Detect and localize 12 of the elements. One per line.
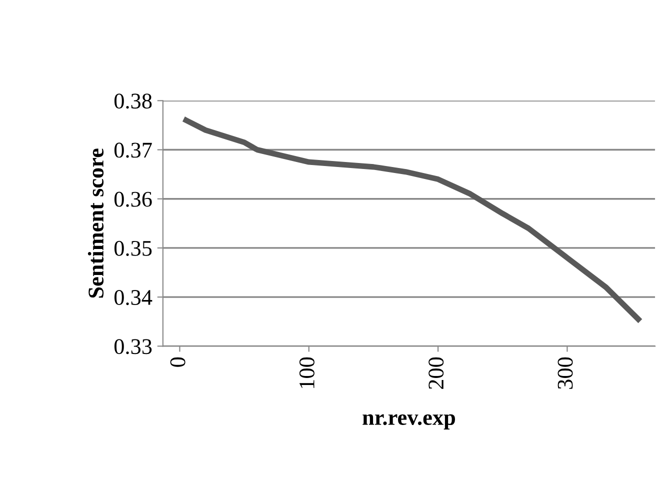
- y-tick-label: 0.38: [114, 94, 152, 109]
- x-tick-label: 0: [170, 357, 186, 367]
- x-tick-label: 100: [299, 357, 314, 388]
- y-tick-label: 0.34: [114, 290, 152, 306]
- y-tick-label: 0.36: [114, 192, 152, 207]
- y-tick-label: 0.37: [114, 142, 152, 158]
- x-tick-label: 200: [428, 357, 444, 389]
- x-axis-title: nr.rev.exp: [362, 414, 456, 430]
- y-tick-label: 0.33: [114, 339, 152, 354]
- x-tick-label: 300: [558, 357, 573, 389]
- y-axis-title: Sentiment score: [88, 148, 104, 298]
- y-tick-label: 0.35: [114, 240, 152, 256]
